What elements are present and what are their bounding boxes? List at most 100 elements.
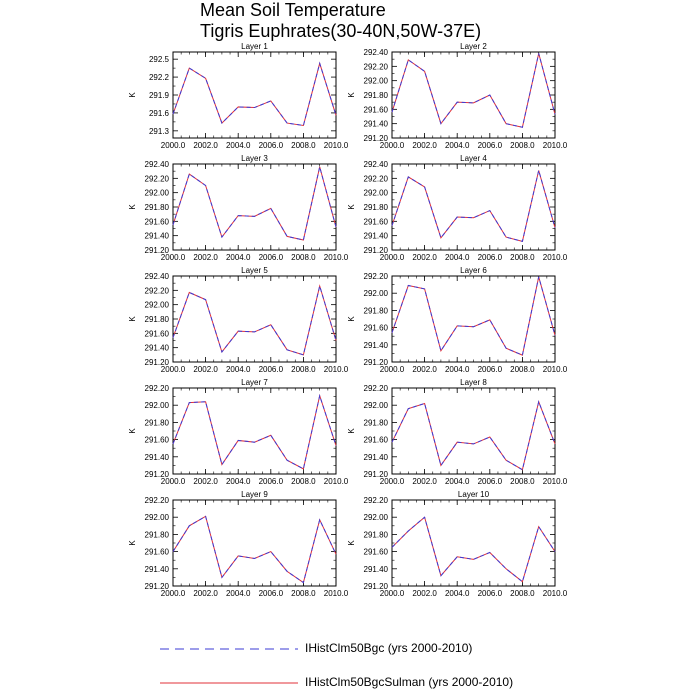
panel-grid: Layer 1 K 2000.0 2002.0 2004.0 2006.0 2008.0 20… [128, 42, 568, 598]
ytick-label-7: 291.80 [145, 418, 170, 427]
xtick-label-10: 2010.0 [543, 589, 568, 598]
xtick-label-7: 2004.0 [226, 477, 251, 486]
xtick-label-6: 2004.0 [445, 365, 470, 374]
xtick-label-1: 2002.0 [193, 141, 218, 150]
ytick-label-4: 291.60 [364, 217, 389, 226]
ytick-label-5: 292.00 [145, 301, 170, 310]
ytick-label-5: 291.60 [145, 329, 170, 338]
panel-layer-9: Layer 9 K 2000.0 2002.0 2004.0 2006.0 2008.0 20… [128, 490, 349, 598]
ytick-label-3: 291.40 [145, 232, 170, 241]
xtick-label-3: 2008.0 [291, 253, 316, 262]
xtick-label-1: 2000.0 [161, 141, 186, 150]
plot-frame-3 [172, 163, 337, 251]
panel-title-4: Layer 4 [460, 154, 487, 163]
xtick-label-7: 2008.0 [291, 477, 316, 486]
panel-layer-1: Layer 1 K 2000.0 2002.0 2004.0 2006.0 2008.0 20… [128, 42, 349, 150]
panel-title-8: Layer 8 [460, 378, 487, 387]
xtick-label-5: 2006.0 [259, 365, 284, 374]
ylabel-4: K [347, 204, 356, 210]
ytick-label-8: 292.20 [364, 384, 389, 393]
ytick-label-2: 291.80 [364, 91, 389, 100]
ytick-label-3: 292.00 [145, 189, 170, 198]
ytick-label-7: 292.00 [145, 401, 170, 410]
panel-title-10: Layer 10 [458, 490, 490, 499]
ylabel-2: K [347, 92, 356, 98]
ytick-label-4: 292.00 [364, 189, 389, 198]
xtick-label-8: 2000.0 [380, 477, 405, 486]
ytick-label-1: 291.6 [149, 109, 170, 118]
ytick-label-7: 291.60 [145, 436, 170, 445]
ylabel-8: K [347, 428, 356, 434]
plot-frame-6 [391, 275, 556, 363]
series-line-sulman-10 [391, 516, 556, 583]
series-line-bgc-3 [172, 166, 337, 241]
figure-title: Mean Soil Temperature Tigris Euphrates(3… [200, 0, 620, 42]
ytick-label-5: 291.80 [145, 315, 170, 324]
ylabel-7: K [128, 428, 137, 434]
ytick-label-3: 292.20 [145, 174, 170, 183]
xtick-label-2: 2008.0 [510, 141, 535, 150]
series-line-bgc-10 [391, 516, 556, 583]
ytick-label-5: 292.40 [145, 272, 170, 281]
ytick-label-8: 291.80 [364, 418, 389, 427]
legend-swatch-bgc [160, 648, 298, 650]
ytick-label-6: 291.80 [364, 306, 389, 315]
panel-layer-3: Layer 3 K 2000.0 2002.0 2004.0 2006.0 2008.0 20… [128, 154, 349, 262]
ytick-label-9: 291.20 [145, 582, 170, 591]
xtick-label-10: 2008.0 [510, 589, 535, 598]
plot-frame-8 [391, 387, 556, 475]
chart-legend: IHistClm50Bgc (yrs 2000-2010) IHistClm50… [160, 636, 680, 696]
xtick-label-4: 2004.0 [445, 253, 470, 262]
xtick-label-7: 2002.0 [193, 477, 218, 486]
xtick-label-5: 2004.0 [226, 365, 251, 374]
series-line-sulman-8 [391, 400, 556, 471]
xtick-label-8: 2004.0 [445, 477, 470, 486]
ylabel-1: K [128, 92, 137, 98]
series-line-bgc-6 [391, 276, 556, 356]
legend-entry-bgc: IHistClm50Bgc (yrs 2000-2010) [160, 640, 680, 660]
panel-layer-2: Layer 2 K 2000.0 2002.0 2004.0 2006.0 2008.0 20… [347, 42, 568, 150]
ytick-label-10: 291.80 [364, 530, 389, 539]
xtick-label-2: 2010.0 [543, 141, 568, 150]
xtick-label-8: 2010.0 [543, 477, 568, 486]
series-line-bgc-4 [391, 170, 556, 243]
xtick-label-5: 2008.0 [291, 365, 316, 374]
xtick-label-7: 2006.0 [259, 477, 284, 486]
ytick-label-9: 291.40 [145, 565, 170, 574]
panel-layer-10: Layer 10 K 2000.0 2002.0 2004.0 2006.0 2008.0 2… [347, 490, 568, 598]
series-line-sulman-6 [391, 276, 556, 356]
panel-title-1: Layer 1 [241, 42, 268, 51]
ytick-label-4: 291.20 [364, 246, 389, 255]
xtick-label-3: 2010.0 [324, 253, 349, 262]
ylabel-6: K [347, 316, 356, 322]
ytick-label-3: 292.40 [145, 160, 170, 169]
ytick-label-3: 291.20 [145, 246, 170, 255]
xtick-label-8: 2008.0 [510, 477, 535, 486]
xtick-label-1: 2006.0 [259, 141, 284, 150]
panel-title-6: Layer 6 [460, 266, 487, 275]
ytick-label-5: 291.20 [145, 358, 170, 367]
ytick-label-4: 291.40 [364, 232, 389, 241]
panel-title-5: Layer 5 [241, 266, 268, 275]
series-line-bgc-8 [391, 400, 556, 471]
series-line-bgc-1 [172, 61, 337, 127]
plot-frame-2 [391, 51, 556, 139]
ytick-label-3: 291.80 [145, 203, 170, 212]
xtick-label-6: 2002.0 [412, 365, 437, 374]
ytick-label-2: 292.40 [364, 48, 389, 57]
ylabel-10: K [347, 540, 356, 546]
xtick-label-10: 2000.0 [380, 589, 405, 598]
xtick-label-4: 2002.0 [412, 253, 437, 262]
xtick-label-3: 2006.0 [259, 253, 284, 262]
ytick-label-7: 291.40 [145, 453, 170, 462]
xtick-label-9: 2008.0 [291, 589, 316, 598]
ytick-label-4: 292.20 [364, 174, 389, 183]
ytick-label-5: 291.40 [145, 344, 170, 353]
xtick-label-2: 2002.0 [412, 141, 437, 150]
ylabel-3: K [128, 204, 137, 210]
xtick-label-9: 2000.0 [161, 589, 186, 598]
ytick-label-7: 291.20 [145, 470, 170, 479]
ytick-label-2: 292.20 [364, 62, 389, 71]
ytick-label-9: 291.80 [145, 530, 170, 539]
panel-title-3: Layer 3 [241, 154, 268, 163]
